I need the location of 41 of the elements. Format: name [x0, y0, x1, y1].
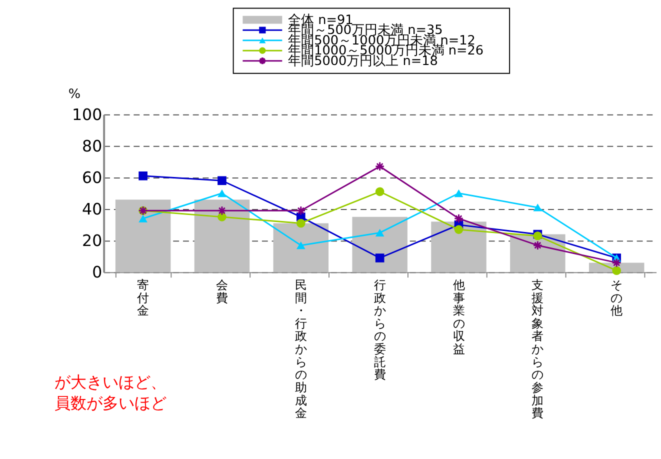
bar — [431, 222, 486, 272]
point — [454, 225, 464, 234]
bar — [352, 216, 408, 272]
x-tick-label: 他事業の収益 — [452, 278, 465, 356]
x-tick-label: 寄付金 — [136, 278, 150, 318]
y-tick-label: 20 — [82, 231, 102, 250]
point — [296, 206, 306, 216]
point — [375, 254, 384, 262]
point — [296, 242, 306, 250]
point — [218, 176, 226, 186]
point — [374, 162, 385, 172]
point — [454, 189, 464, 198]
y-tick-label: 80 — [82, 136, 102, 156]
point — [217, 206, 227, 216]
text: 員数が多いほど — [54, 393, 166, 412]
point — [218, 189, 226, 198]
category-label: 民間・行政からの助成金 — [294, 278, 307, 420]
point — [138, 171, 148, 180]
point — [533, 204, 542, 212]
text: が大きいほど、 — [54, 372, 166, 392]
y-tick-label: 0 — [92, 262, 102, 282]
y-axis-title: % — [68, 87, 81, 102]
category-label: 支援対象者からの参加費 — [532, 278, 544, 420]
point — [375, 228, 384, 237]
y-tick-label: 100 — [72, 104, 102, 124]
point — [454, 214, 464, 224]
point — [532, 240, 543, 250]
bar — [194, 200, 250, 272]
point — [612, 258, 622, 268]
bar — [273, 223, 329, 272]
bar — [115, 200, 171, 272]
point — [375, 187, 384, 196]
y-tick-label: 60 — [82, 168, 102, 187]
x-tick-label: 会費 — [216, 278, 228, 305]
x-tick-label: 行政からの委託費 — [374, 278, 386, 382]
point — [218, 212, 226, 222]
x-tick-label: その他 — [610, 278, 623, 318]
point — [612, 266, 622, 276]
point — [296, 218, 306, 228]
y-tick-label: 40 — [82, 199, 102, 218]
point — [138, 214, 148, 222]
